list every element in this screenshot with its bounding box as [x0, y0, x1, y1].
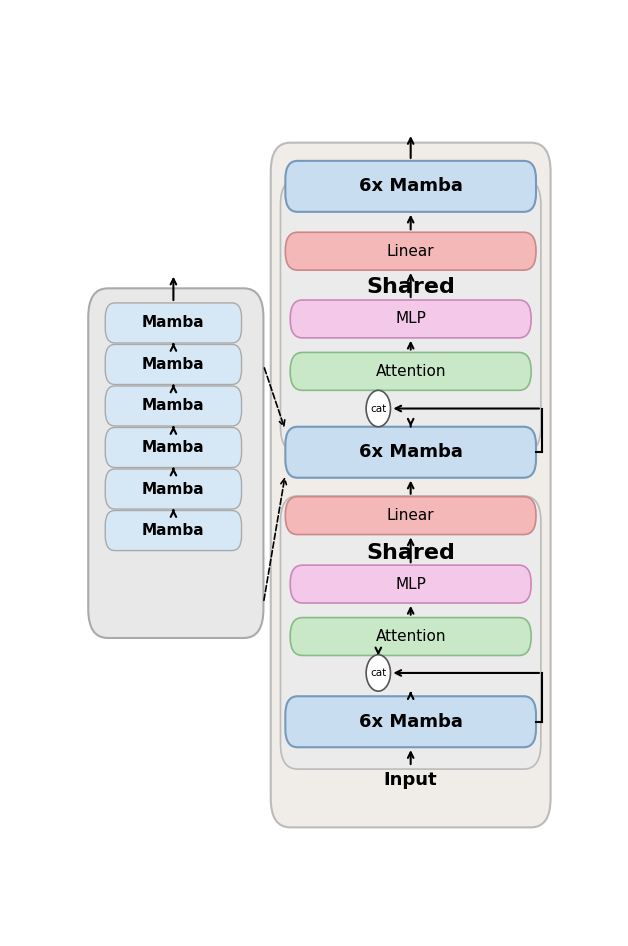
FancyBboxPatch shape: [290, 353, 531, 391]
Text: Shared: Shared: [366, 277, 455, 297]
FancyBboxPatch shape: [285, 233, 536, 271]
FancyBboxPatch shape: [106, 344, 242, 384]
FancyBboxPatch shape: [106, 469, 242, 509]
Text: cat: cat: [370, 404, 386, 413]
Circle shape: [366, 391, 391, 427]
Text: Mamba: Mamba: [142, 482, 205, 497]
FancyBboxPatch shape: [285, 161, 536, 212]
FancyBboxPatch shape: [285, 427, 536, 478]
Text: cat: cat: [370, 668, 386, 678]
Text: 6x Mamba: 6x Mamba: [359, 712, 463, 730]
FancyBboxPatch shape: [290, 565, 531, 603]
Text: Input: Input: [384, 771, 437, 789]
Text: 6x Mamba: 6x Mamba: [359, 444, 463, 462]
FancyBboxPatch shape: [106, 386, 242, 426]
FancyBboxPatch shape: [285, 497, 536, 534]
FancyBboxPatch shape: [106, 511, 242, 551]
Text: Mamba: Mamba: [142, 523, 205, 538]
Text: Mamba: Mamba: [142, 357, 205, 372]
Circle shape: [366, 655, 391, 692]
Text: 6x Mamba: 6x Mamba: [359, 177, 463, 196]
Text: Linear: Linear: [387, 244, 435, 258]
FancyBboxPatch shape: [88, 289, 264, 638]
Text: Linear: Linear: [387, 508, 435, 523]
Text: Mamba: Mamba: [142, 440, 205, 455]
Text: MLP: MLP: [395, 311, 426, 326]
Text: Attention: Attention: [376, 629, 446, 644]
Text: Mamba: Mamba: [142, 315, 205, 330]
FancyBboxPatch shape: [106, 428, 242, 467]
FancyBboxPatch shape: [290, 300, 531, 338]
FancyBboxPatch shape: [285, 696, 536, 747]
FancyBboxPatch shape: [281, 179, 541, 452]
FancyBboxPatch shape: [290, 618, 531, 656]
Text: Mamba: Mamba: [142, 398, 205, 413]
FancyBboxPatch shape: [281, 496, 541, 769]
FancyBboxPatch shape: [106, 303, 242, 343]
Text: Attention: Attention: [376, 364, 446, 379]
FancyBboxPatch shape: [271, 143, 551, 828]
Text: MLP: MLP: [395, 576, 426, 591]
Text: Shared: Shared: [366, 543, 455, 563]
